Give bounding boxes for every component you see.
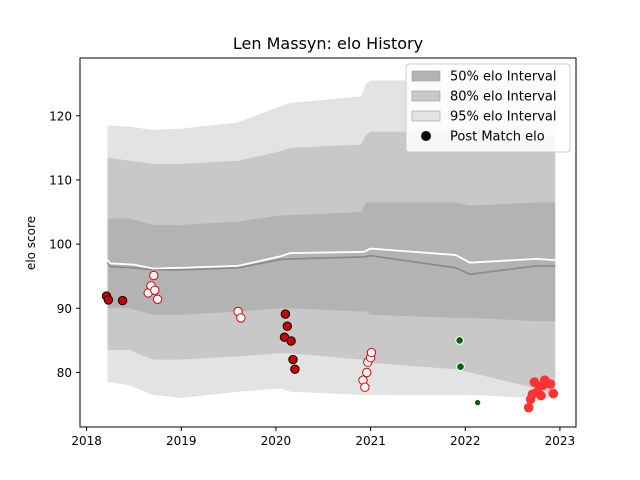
plot-area	[101, 80, 559, 413]
x-tick-label: 2018	[71, 434, 102, 448]
plot-frame	[79, 57, 577, 428]
legend-swatch	[411, 70, 441, 82]
post-match-point	[456, 362, 465, 372]
legend-swatch	[411, 90, 441, 102]
post-match-point	[536, 390, 546, 401]
x-tick-label: 2020	[261, 434, 292, 448]
post-match-point	[473, 398, 482, 407]
x-tick-label: 2023	[545, 434, 576, 448]
post-match-point	[117, 295, 128, 306]
y-tick-label: 80	[57, 366, 72, 380]
x-tick-label: 2021	[355, 434, 386, 448]
post-match-point	[236, 313, 246, 323]
post-match-point	[286, 336, 296, 346]
x-tick-label: 2019	[166, 434, 197, 448]
post-match-point	[362, 367, 372, 378]
y-tick-label: 90	[57, 302, 72, 316]
post-match-point	[455, 336, 464, 345]
post-match-point	[360, 382, 370, 392]
legend-label: Post Match elo	[450, 130, 545, 145]
y-tick-label: 120	[49, 109, 72, 123]
legend-marker	[421, 131, 431, 141]
post-match-point	[280, 309, 291, 319]
x-tick-label: 2022	[450, 434, 481, 448]
y-axis-label: elo score	[24, 216, 38, 270]
legend-label: 50% elo Interval	[450, 70, 557, 85]
mean-elo-line	[106, 254, 556, 276]
post-match-point	[290, 364, 300, 374]
chart-title: Len Massyn: elo History	[233, 34, 423, 53]
expected-elo-line	[106, 247, 556, 270]
post-match-point	[150, 285, 160, 295]
legend-label: 80% elo Interval	[450, 90, 557, 105]
band-50	[107, 202, 556, 322]
post-match-point	[548, 388, 559, 399]
post-match-point	[282, 321, 292, 331]
post-match-point	[149, 270, 159, 281]
post-match-point	[103, 295, 114, 305]
post-match-point	[288, 354, 298, 365]
legend-box	[405, 63, 571, 153]
y-tick-label: 100	[49, 238, 72, 252]
post-match-point	[152, 294, 163, 304]
legend: 50% elo Interval 80% elo Interval 95% elo …	[405, 63, 571, 153]
post-match-point	[366, 347, 377, 358]
legend-label: 95% elo Interval	[450, 110, 557, 125]
y-axis: 80 90 100 110 120	[49, 109, 80, 380]
legend-swatch	[411, 110, 441, 122]
post-match-point	[523, 402, 534, 413]
post-match-point	[545, 379, 556, 389]
y-tick-label: 110	[49, 173, 72, 187]
x-axis: 2018 2019 2020 2021 2022 2023	[71, 427, 575, 448]
